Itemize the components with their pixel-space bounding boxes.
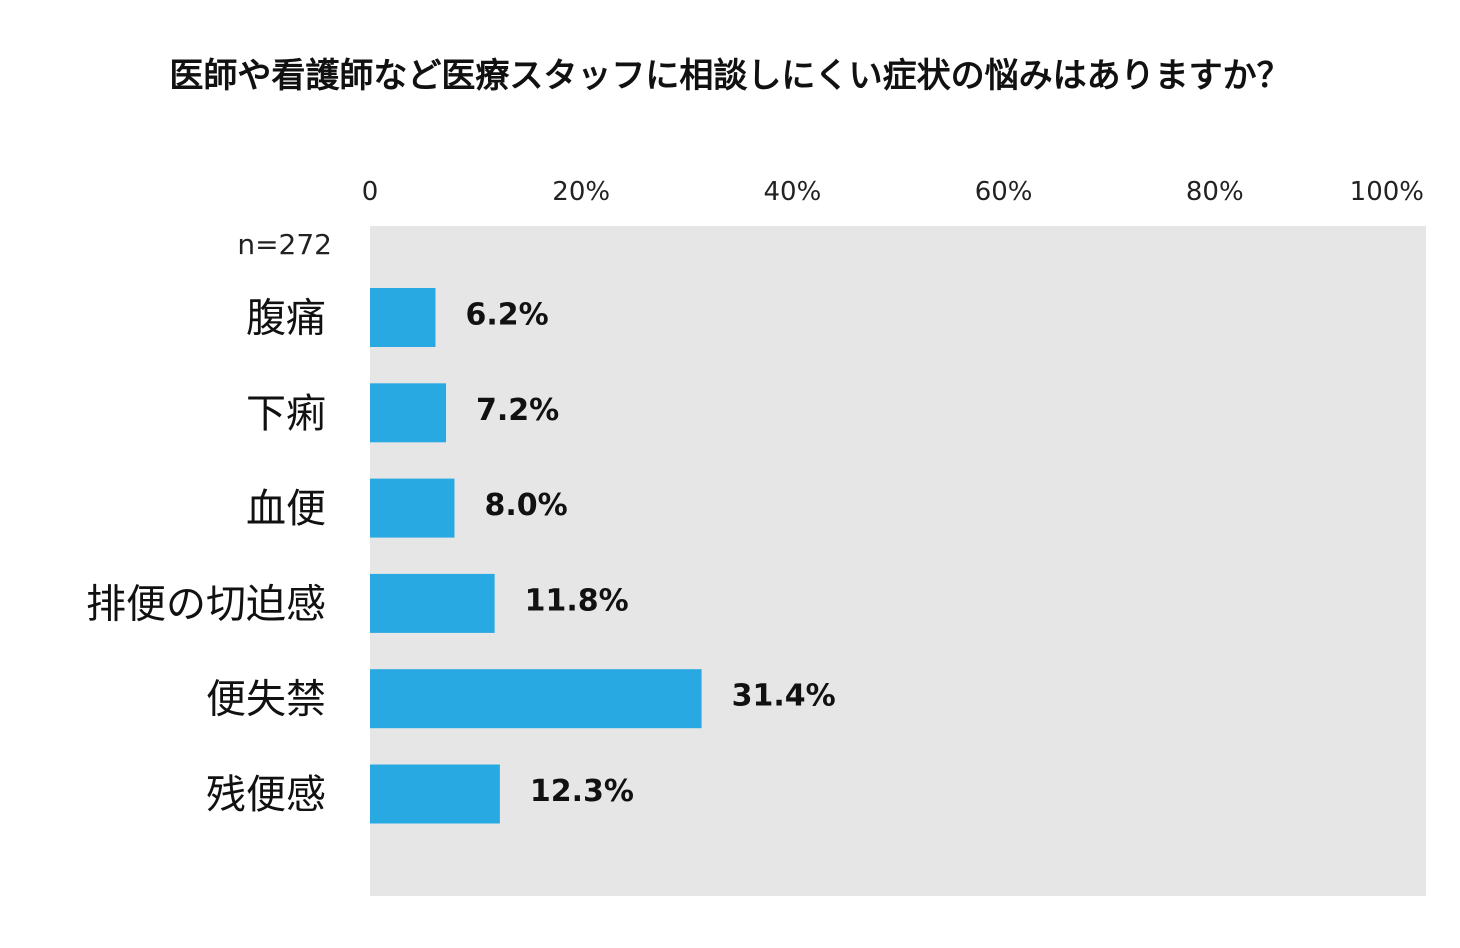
value-label: 6.2%: [465, 298, 548, 333]
bar: [370, 478, 455, 538]
value-label: 11.8%: [525, 583, 629, 618]
x-tick-label: 100%: [1350, 177, 1424, 207]
x-tick-label: 60%: [975, 177, 1033, 207]
category-label: 排便の切迫感: [86, 581, 326, 627]
x-axis-ticks: 0 20% 40% 60% 80% 100%: [362, 177, 1424, 207]
category-label: 残便感: [206, 772, 326, 818]
value-label: 31.4%: [732, 679, 836, 714]
bars: [370, 288, 702, 824]
category-label: 便失禁: [206, 677, 326, 723]
category-label: 腹痛: [246, 296, 326, 342]
bar: [370, 573, 495, 633]
x-tick-label: 0: [362, 177, 379, 207]
sample-size-label: n=272: [237, 228, 332, 261]
category-label: 血便: [246, 486, 326, 532]
value-label: 7.2%: [476, 393, 559, 428]
bar: [370, 669, 702, 729]
value-label: 12.3%: [530, 774, 634, 809]
x-tick-label: 40%: [764, 177, 822, 207]
x-tick-label: 80%: [1186, 177, 1244, 207]
x-tick-label: 20%: [552, 177, 610, 207]
bar: [370, 288, 436, 347]
bar: [370, 764, 500, 824]
chart-title: 医師や看護師など医療スタッフに相談しにくい症状の悩みはありますか？: [169, 56, 1291, 96]
plot-background: [370, 226, 1426, 896]
value-label: 8.0%: [484, 488, 567, 523]
bar: [370, 383, 447, 443]
value-labels: 6.2% 7.2% 8.0% 11.8% 31.4% 12.3%: [465, 298, 835, 810]
category-label: 下痢: [246, 391, 326, 437]
